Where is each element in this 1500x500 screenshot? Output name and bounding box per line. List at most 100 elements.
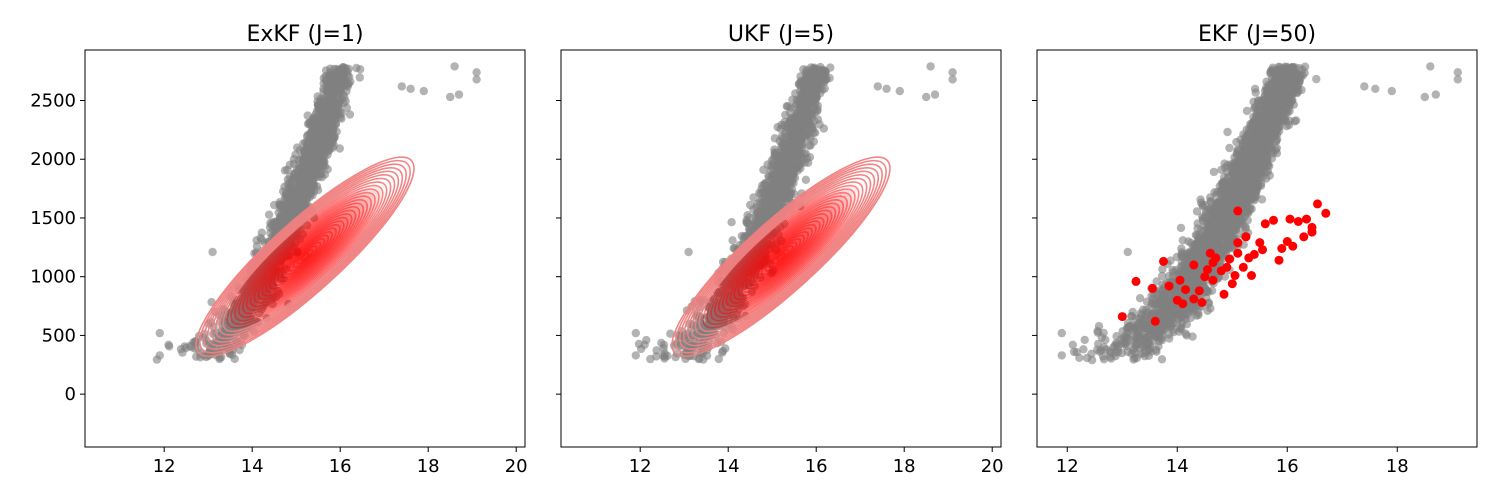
sample-point (1079, 345, 1088, 354)
y-tick-label: 2000 (30, 149, 76, 170)
sample-point (652, 352, 661, 361)
x-tick-label: 14 (717, 456, 740, 477)
sample-point (722, 296, 732, 305)
sample-point (780, 149, 789, 159)
sample-point (281, 264, 290, 274)
sample-point (807, 110, 816, 119)
sample-point (1188, 332, 1197, 341)
contour-level (280, 234, 330, 279)
sample-point (247, 277, 256, 287)
sample-point (657, 338, 666, 348)
contour-level (768, 245, 794, 269)
sample-point (756, 273, 765, 282)
sample-point (406, 84, 415, 94)
sample-point (702, 351, 712, 360)
sample-point (930, 90, 940, 99)
sample-point (276, 211, 285, 220)
contour-level (737, 216, 825, 297)
sample-point (344, 64, 353, 74)
contour-level (698, 181, 864, 333)
sample-point (352, 63, 361, 73)
sample-point (266, 218, 275, 228)
axes-frame (560, 49, 1002, 448)
contour-level (269, 223, 341, 290)
sample-point (776, 124, 785, 134)
sample-point (1157, 355, 1167, 364)
sample-point (791, 164, 800, 173)
sample-point (332, 80, 342, 89)
x-tick-label: 12 (153, 456, 176, 477)
sample-point (728, 236, 737, 245)
sample-point (770, 150, 780, 159)
contour-level (694, 177, 868, 336)
sample-point (1225, 143, 1234, 153)
sample-point (705, 302, 714, 312)
contour-level (745, 223, 817, 290)
sample-point (759, 165, 768, 174)
sample-point (793, 153, 802, 163)
sample-point (744, 277, 753, 287)
contour-level (764, 241, 798, 272)
y-tick-label: 0 (65, 384, 76, 405)
y-tick-label: 500 (42, 325, 76, 346)
sample-point (1176, 223, 1186, 233)
sample-point (325, 142, 334, 151)
sample-point (335, 144, 344, 153)
sample-point (279, 274, 288, 283)
contour-level (249, 206, 361, 308)
contour-level (725, 206, 837, 308)
sample-point (291, 150, 300, 159)
contour-level (300, 252, 310, 262)
sample-point (1094, 321, 1104, 331)
contour-level (210, 170, 400, 343)
sample-point (264, 210, 274, 219)
sample-point (762, 196, 772, 206)
sample-point (739, 301, 748, 311)
sample-point (298, 230, 308, 239)
sample-point (328, 135, 337, 145)
sample-point (1312, 74, 1321, 84)
panel-ekf: EKF (J=50) 12 14 16 18 (1032, 22, 1478, 477)
sample-point (283, 165, 292, 174)
contour-level (199, 159, 411, 354)
contour-level (710, 191, 852, 322)
sample-point (288, 210, 297, 220)
sample-point (948, 68, 957, 77)
sample-point (752, 266, 761, 275)
sample-point (1242, 106, 1252, 116)
sample-point (666, 329, 675, 338)
x-tick-label: 20 (981, 456, 1004, 477)
sample-point (714, 354, 723, 364)
sample-point (1157, 271, 1167, 281)
sample-point (640, 340, 649, 349)
sample-point (770, 134, 779, 143)
contour-level (756, 234, 806, 279)
contour-level (690, 174, 872, 340)
sample-point (744, 261, 753, 270)
gaussian-contours (195, 156, 415, 358)
sample-point (155, 351, 164, 360)
sample-point (262, 292, 271, 301)
contour-level (292, 245, 318, 269)
sample-point (730, 304, 739, 313)
contour-level (238, 195, 372, 318)
contour-level (776, 252, 786, 262)
sample-point (747, 287, 756, 296)
sample-point (767, 173, 776, 182)
x-tick-label: 14 (241, 456, 264, 477)
sample-point (718, 346, 727, 356)
sample-point (788, 95, 797, 104)
sample-point (781, 181, 790, 190)
sample-point (278, 219, 287, 228)
contour-level (273, 227, 337, 286)
sample-point (922, 92, 931, 102)
sample-point (326, 71, 336, 81)
contour-level (241, 199, 369, 315)
sample-point (319, 130, 328, 140)
contour-level (206, 166, 404, 347)
panel-exkf: ExKF (J=1) 12 14 16 18 200500100015002000250… (30, 22, 527, 477)
sample-point (792, 140, 801, 149)
plot-area (631, 62, 957, 364)
